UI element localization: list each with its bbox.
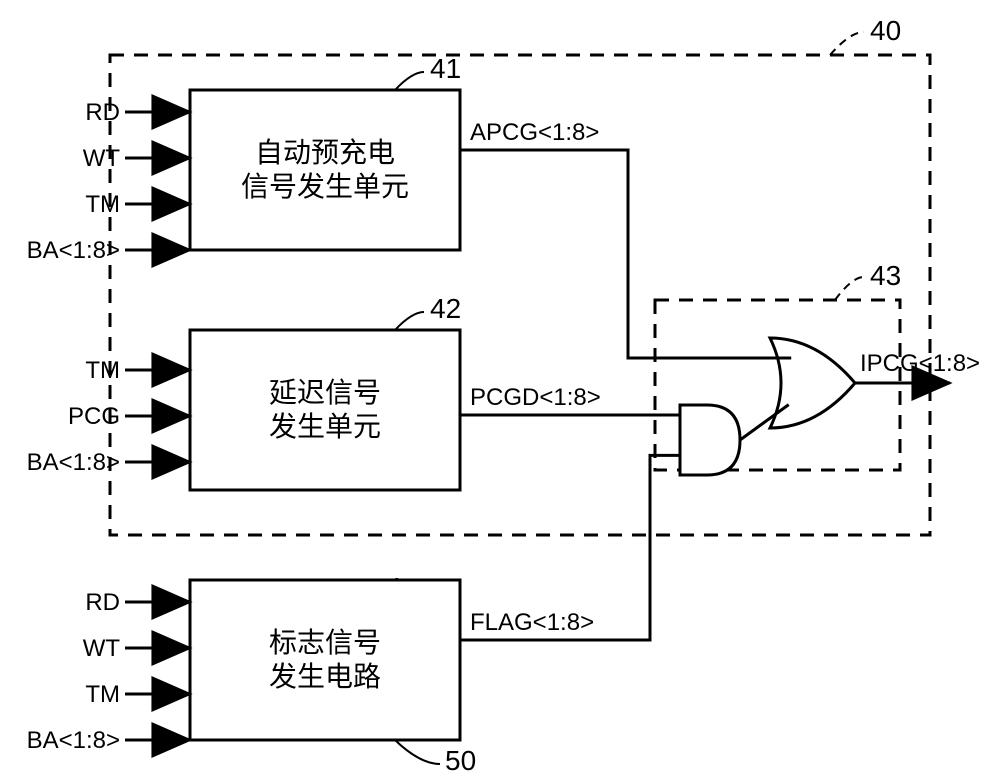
ref-40: 40 (870, 15, 901, 46)
block-42-input-label-TM: TM (85, 357, 120, 384)
block-50-input-label-RD: RD (85, 589, 120, 616)
label-pcgd: PCGD<1:8> (470, 384, 601, 411)
block-42-ref: 42 (430, 293, 461, 324)
block-41-input-label-WT: WT (83, 145, 121, 172)
block-42-title2: 发生单元 (269, 411, 381, 442)
block-50-ref-leader2 (395, 740, 440, 764)
block-50-input-label-WT: WT (83, 635, 121, 662)
or-gate (770, 338, 855, 428)
label-ipcg: IPCG<1:8> (860, 350, 980, 377)
ref-leader-40 (830, 32, 864, 55)
block-41-input-label-BA<1:8>: BA<1:8> (27, 237, 120, 264)
block-42-input-label-PCG: PCG (68, 403, 120, 430)
block-41-input-label-RD: RD (85, 99, 120, 126)
block-50-input-label-BA<1:8>: BA<1:8> (27, 727, 120, 754)
ref-leader-43 (835, 277, 864, 300)
block-42-ref-leader (395, 312, 424, 330)
block-50-title2: 发生电路 (269, 661, 381, 692)
label-flag: FLAG<1:8> (470, 609, 594, 636)
block-41-input-label-TM: TM (85, 191, 120, 218)
block-42 (190, 330, 460, 490)
circuit-diagram: 40 43 自动预充电信号发生单元 41 RD WT TM BA<1:8> 延迟信号发生单元 42… (0, 0, 1000, 784)
block-50-ref2: 50 (445, 745, 476, 776)
block-41-title2: 信号发生单元 (241, 171, 409, 202)
wire-apcg (460, 150, 791, 358)
block-50-input-label-TM: TM (85, 681, 120, 708)
and-gate (680, 405, 740, 475)
block-42-input-label-BA<1:8>: BA<1:8> (27, 449, 120, 476)
block-50 (190, 580, 460, 740)
block-50-title1: 标志信号 (269, 627, 381, 658)
block-41-title1: 自动预充电 (255, 137, 395, 168)
block-41-ref-leader (395, 72, 424, 90)
block-41-ref: 41 (430, 53, 461, 84)
label-apcg: APCG<1:8> (470, 119, 599, 146)
block-41 (190, 90, 460, 250)
ref-43: 43 (870, 260, 901, 291)
block-42-title1: 延迟信号 (269, 377, 381, 408)
